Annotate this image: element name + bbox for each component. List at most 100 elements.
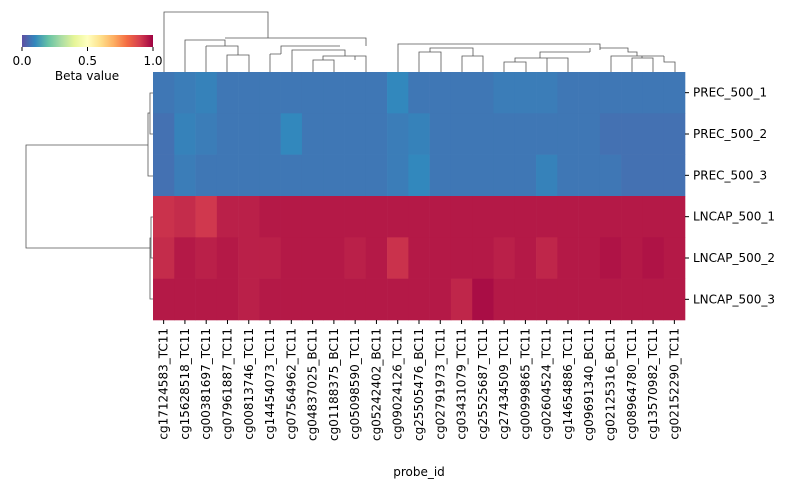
heatmap-cell [408,154,430,197]
heatmap-cell [536,154,558,197]
heatmap-cell [599,154,622,197]
heatmap-cell [365,72,388,114]
heatmap-cell [387,278,409,321]
column-label: cg14654886_TC11 [561,328,575,440]
heatmap-cell [174,278,196,321]
heatmap-cell [514,113,537,155]
heatmap-cell [450,72,473,114]
heatmap-cell [216,237,239,279]
column-dendrogram [163,11,676,72]
row-label: PREC_500_1 [693,86,767,100]
column-label: cg17124583_TC11 [157,328,171,440]
heatmap-cell [387,154,409,197]
heatmap-cell [259,72,281,114]
heatmap-cell [259,237,281,279]
heatmap-cell [387,237,409,279]
heatmap-cell [493,113,516,155]
heatmap-cell [450,113,473,155]
heatmap-cell [621,113,643,155]
column-label: cg14454073_TC11 [263,328,277,440]
heatmap-cell [514,278,537,321]
heatmap-cell [493,196,516,238]
heatmap-cell [578,196,601,238]
heatmap-cell [408,237,430,279]
heatmap-cell [174,237,196,279]
heatmap-cell [387,72,409,114]
heatmap-cell [557,154,579,197]
heatmap-cell [557,278,579,321]
heatmap-cell [238,72,260,114]
column-label: cg05098590_TC11 [348,328,362,440]
heatmap-cell [174,72,196,114]
heatmap-cell [663,113,686,155]
heatmap-cell [408,278,430,321]
heatmap-cell [387,196,409,238]
heatmap-cell [365,154,388,197]
heatmap-cell [621,237,643,279]
heatmap-cell [344,154,367,197]
heatmap-cell [344,278,367,321]
heatmap-cell [344,72,367,114]
heatmap-cell [493,237,516,279]
heatmap-cell [557,237,579,279]
heatmap-cell [557,72,579,114]
heatmap-cell [344,237,367,279]
heatmap-cell [323,278,345,321]
column-label: cg00999865_TC11 [518,328,532,440]
heatmap-cell [429,113,452,155]
heatmap-cell [663,237,686,279]
row-label: PREC_500_3 [693,168,767,182]
heatmap-cell [642,196,665,238]
row-label: LNCAP_500_1 [693,210,775,224]
column-label: cg00381697_TC11 [199,328,213,440]
column-label: cg25525687_TC11 [476,328,490,440]
heatmap-cell [280,278,303,321]
column-label: cg01188375_BC11 [327,328,341,441]
heatmap-cell [280,72,303,114]
heatmap-cell [599,72,622,114]
heatmap-cell [642,237,665,279]
heatmap-cell [323,154,345,197]
column-label: cg02152290_TC11 [667,328,681,440]
heatmap-cell [408,113,430,155]
heatmap-cell [599,196,622,238]
heatmap-cell [578,278,601,321]
heatmap-cell [642,72,665,114]
heatmap-cell [536,278,558,321]
column-label: cg04837025_BC11 [306,328,320,441]
heatmap-cell [472,113,494,155]
heatmap-cell [493,72,516,114]
heatmap-cell [323,72,345,114]
colorbar-label: Beta value [55,69,119,83]
heatmap-cell [238,196,260,238]
column-label: cg08964780_TC11 [625,328,639,440]
heatmap-cell [153,113,175,155]
heatmap-cell [536,113,558,155]
heatmap-cell [174,196,196,238]
heatmap-cell [663,278,686,321]
heatmap-cell [536,72,558,114]
heatmap-cell [578,237,601,279]
heatmap-cell [174,154,196,197]
heatmap-cell [195,72,218,114]
column-label: cg15628518_TC11 [178,328,192,440]
heatmap-cell [472,278,494,321]
heatmap-cell [323,113,345,155]
heatmap-cell [472,154,494,197]
heatmap-cell [216,278,239,321]
heatmap-cell [365,237,388,279]
heatmap-cell [280,237,303,279]
heatmap-cell [216,154,239,197]
column-label: cg07564962_TC11 [284,328,298,440]
heatmap-cell [280,154,303,197]
heatmap-cell [450,154,473,197]
heatmap-cell [259,113,281,155]
heatmap-cell [621,196,643,238]
heatmap-cell [153,72,175,114]
heatmap-cell [514,196,537,238]
heatmap-cell [408,72,430,114]
heatmap-cell [195,196,218,238]
heatmap-cell [493,154,516,197]
heatmap-cell [195,237,218,279]
